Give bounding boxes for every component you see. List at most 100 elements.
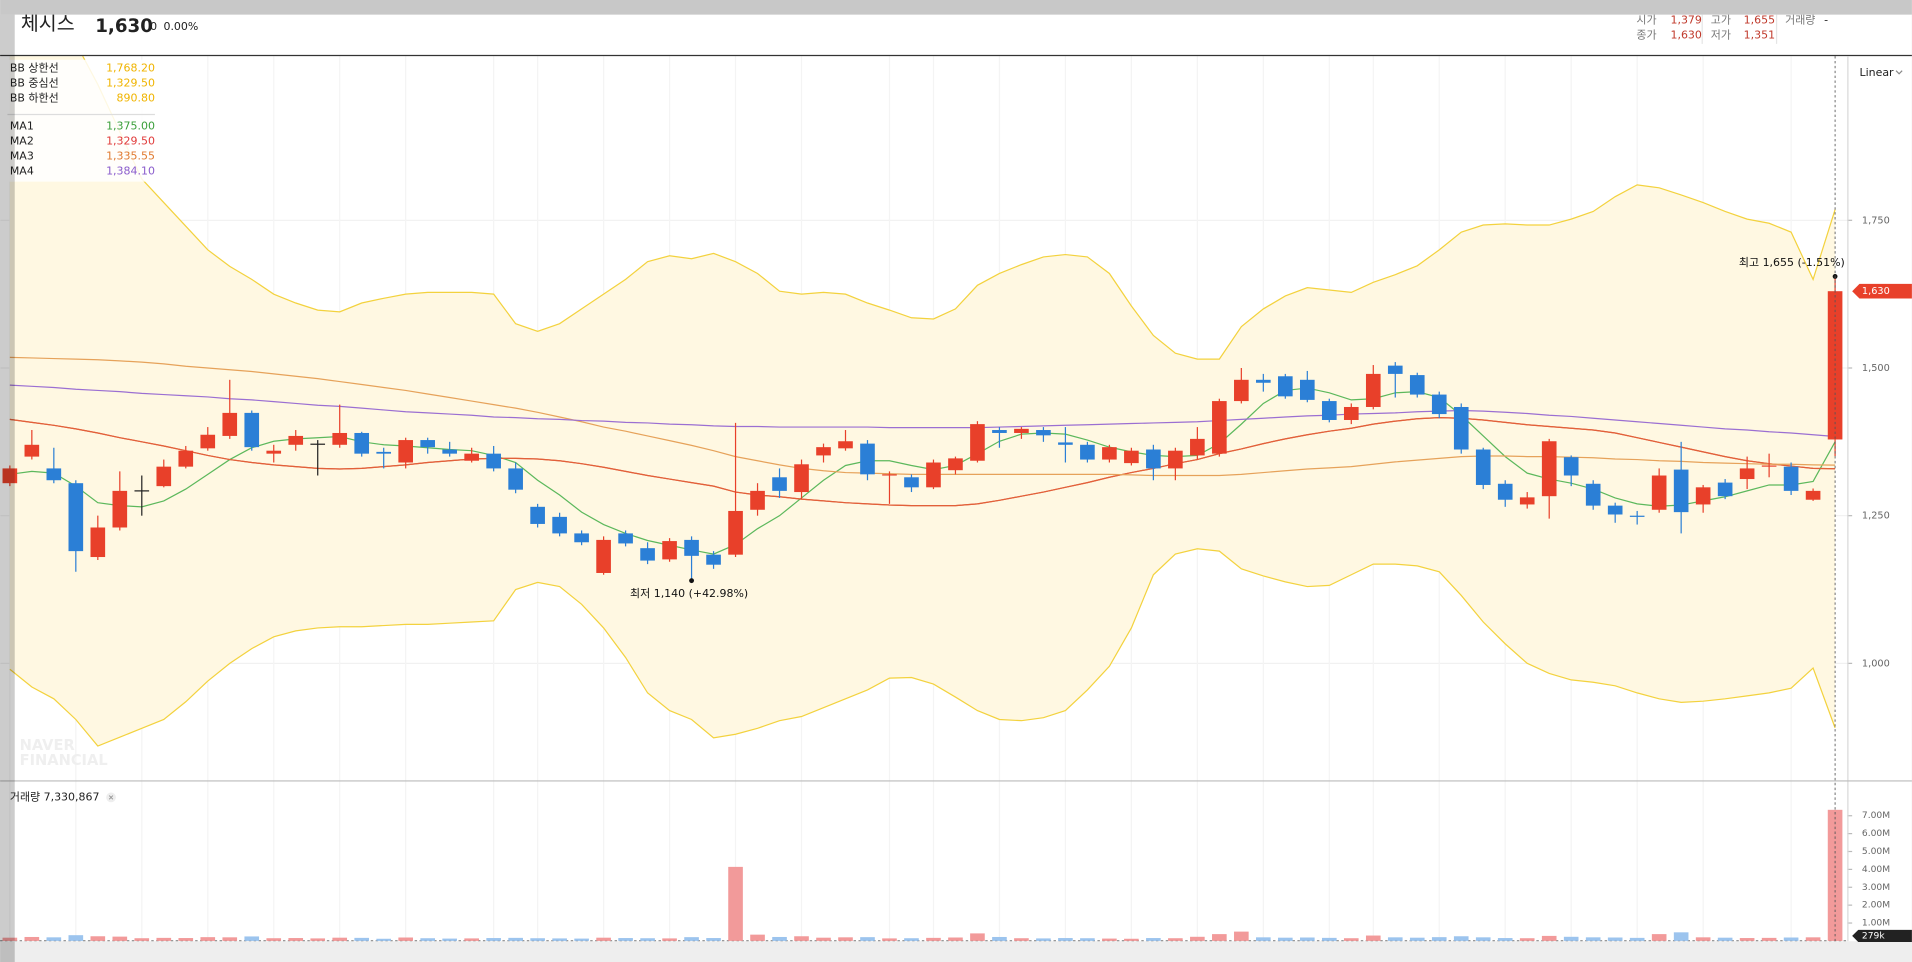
legend-name: MA3 xyxy=(10,150,34,163)
candle-body xyxy=(574,533,589,543)
y-tick-label: 1,250 xyxy=(1862,511,1890,522)
candle-body xyxy=(1409,375,1425,395)
quote-value: 1,655 xyxy=(1744,14,1775,27)
volume-bar xyxy=(376,938,392,941)
volume-bar xyxy=(134,938,150,941)
candle-body xyxy=(508,468,523,490)
volume-bar xyxy=(222,937,238,941)
candle-body xyxy=(376,451,392,454)
legend-value: 1,384.10 xyxy=(106,165,155,178)
legend-value: 890.80 xyxy=(117,91,155,104)
legend-name: BB 상한선 xyxy=(10,61,59,74)
candle-body xyxy=(1585,483,1601,506)
indicator-line xyxy=(9,387,1836,555)
stock-name: 체시스 xyxy=(21,12,75,35)
candle-body xyxy=(772,477,787,491)
candle-body xyxy=(1212,401,1227,454)
volume-tick-label: 6.00M xyxy=(1862,829,1890,839)
low-annotation: 최저 1,140 (+42.98%) xyxy=(630,587,748,600)
candle-body xyxy=(46,468,62,481)
volume-bar xyxy=(530,938,545,941)
volume-bar xyxy=(1190,936,1205,941)
volume-bar xyxy=(1278,937,1293,941)
price-change-pct: 0.00% xyxy=(163,20,198,33)
volume-bar xyxy=(1343,938,1359,941)
volume-bar xyxy=(1475,937,1491,941)
volume-bar xyxy=(1519,938,1535,941)
candle-body xyxy=(1036,430,1051,436)
quote-value: - xyxy=(1824,14,1828,27)
volume-bar xyxy=(1146,938,1161,941)
high-annotation: 최고 1,655 (-1.51%) xyxy=(1739,256,1845,269)
volume-bar xyxy=(662,938,677,941)
volume-bar xyxy=(1080,938,1095,941)
volume-bar xyxy=(46,937,62,941)
candle-body xyxy=(1629,515,1645,517)
legend-value: 1,768.20 xyxy=(106,61,155,74)
volume-bar xyxy=(1299,937,1315,941)
volume-bar xyxy=(310,938,326,941)
quote-label: 시가 xyxy=(1636,14,1656,27)
volume-bar xyxy=(1651,934,1667,941)
candle-body xyxy=(904,477,919,488)
volume-bar xyxy=(1058,938,1073,941)
volume-bar xyxy=(1453,936,1469,941)
candle-body xyxy=(882,474,897,476)
volume-bar xyxy=(1563,936,1579,941)
volume-bar xyxy=(1365,935,1381,941)
indicator-line xyxy=(9,356,1836,477)
candle-body xyxy=(794,464,809,493)
indicator-line xyxy=(9,384,1836,438)
candle-body xyxy=(134,490,150,492)
candle-body xyxy=(640,548,655,561)
candle-body xyxy=(1014,428,1029,433)
volume-bar xyxy=(200,937,216,941)
candle-body xyxy=(1717,482,1733,497)
frame-left xyxy=(0,14,15,962)
volume-bar xyxy=(1036,938,1051,941)
candle-body xyxy=(728,510,743,555)
candle-body xyxy=(1278,376,1293,397)
candle-body xyxy=(552,516,567,534)
volume-bar xyxy=(68,935,84,941)
candle-body xyxy=(1387,365,1403,374)
volume-bar xyxy=(1761,937,1777,941)
candle-body xyxy=(1321,401,1337,420)
candle-body xyxy=(420,440,435,448)
volume-bar xyxy=(1497,938,1513,941)
volume-bar xyxy=(1739,938,1755,941)
legend-value: 1,329.50 xyxy=(106,76,155,89)
volume-tick-label: 5.00M xyxy=(1862,847,1890,857)
volume-bar xyxy=(728,866,743,941)
volume-bar xyxy=(24,936,40,941)
x-axis-band xyxy=(0,941,1912,962)
volume-bar xyxy=(860,937,875,941)
volume-close-x[interactable] xyxy=(108,795,114,800)
candle-body xyxy=(266,450,282,454)
quote-value: 1,379 xyxy=(1670,14,1701,27)
volume-bar xyxy=(354,937,370,941)
volume-tick-label: 1.00M xyxy=(1862,919,1890,929)
indicator-line xyxy=(82,56,1836,360)
volume-bar xyxy=(1585,937,1601,941)
candle-body xyxy=(24,444,40,457)
quote-label: 종가 xyxy=(1636,28,1656,41)
volume-bar xyxy=(486,938,501,941)
scale-mode-chevron[interactable] xyxy=(1895,70,1903,75)
candle-body xyxy=(838,441,853,449)
candle-body xyxy=(244,412,260,448)
candle-body xyxy=(618,533,633,544)
candle-body xyxy=(1234,379,1249,402)
scale-mode[interactable]: Linear xyxy=(1859,66,1894,79)
legend-value: 1,329.50 xyxy=(106,135,155,148)
candle-body xyxy=(1453,406,1469,450)
volume-bar xyxy=(970,933,985,941)
volume-bar xyxy=(1387,937,1403,941)
frame-top xyxy=(0,0,1912,15)
candle-body xyxy=(1102,447,1117,460)
candle-body xyxy=(486,453,501,469)
volume-bar xyxy=(640,938,655,941)
candle-body xyxy=(178,450,194,467)
candle-body xyxy=(1146,449,1161,469)
volume-bar xyxy=(1168,938,1183,941)
